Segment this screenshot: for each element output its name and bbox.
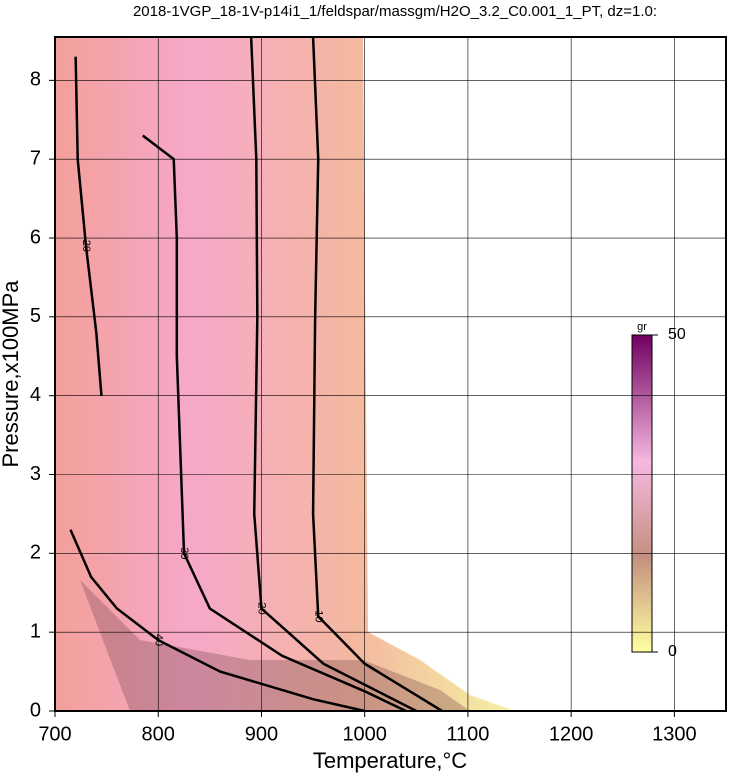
contour-label: 20	[80, 240, 92, 252]
data-field	[55, 37, 515, 711]
y-tick-label: 0	[30, 699, 41, 721]
colorbar-tick-label: 50	[668, 326, 686, 343]
x-tick-label: 900	[245, 723, 278, 745]
x-tick-label: 1000	[342, 723, 387, 745]
dense-field	[80, 580, 470, 711]
y-axis-label: Pressure,x100MPa	[0, 280, 23, 468]
colorbar-tick-label: 0	[668, 643, 677, 660]
y-tick-label: 6	[30, 226, 41, 248]
colorbar-label: gr	[637, 321, 647, 333]
y-tick-label: 3	[30, 463, 41, 485]
colorbar	[631, 334, 653, 653]
x-tick-label: 800	[142, 723, 175, 745]
x-tick-label: 1200	[549, 723, 594, 745]
contour-line	[69, 529, 365, 713]
y-tick-label: 2	[30, 542, 41, 564]
contour-line	[311, 36, 443, 713]
contour-label: 40	[152, 634, 164, 646]
y-tick-label: 8	[30, 69, 41, 91]
y-tick-label: 1	[30, 620, 41, 642]
contour-line	[249, 36, 417, 713]
chart-title: 2018-1VGP_18-1V-p14i1_1/feldspar/massgm/…	[133, 3, 657, 20]
contour-label: 10	[312, 610, 324, 622]
y-tick-label: 7	[30, 147, 41, 169]
x-axis-label: Temperature,°C	[313, 748, 467, 773]
contour-line	[74, 56, 103, 396]
x-tick-label: 700	[38, 723, 71, 745]
contour-label: 30	[178, 547, 190, 559]
y-tick-label: 5	[30, 305, 41, 327]
x-tick-label: 1300	[652, 723, 697, 745]
x-tick-label: 1100	[446, 723, 489, 745]
contour-label: 20	[256, 602, 268, 614]
y-tick-label: 4	[30, 384, 41, 406]
contour-line	[141, 134, 407, 713]
